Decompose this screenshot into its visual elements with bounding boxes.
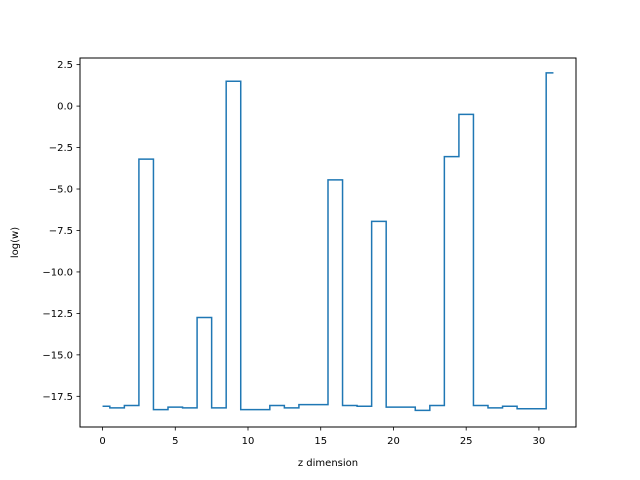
x-axis-ticks: 0 5 10 15 20 25 30 [99, 427, 545, 447]
plot-area [102, 72, 554, 412]
y-axis-ticks: 2.5 0.0 −2.5 −5.0 −7.5 −10.0 −12.5 −15.0 −17.5 [42, 60, 80, 403]
y-tick-label: −2.5 [49, 143, 73, 154]
y-tick-label: −12.5 [42, 309, 73, 320]
axes-frame [79, 57, 577, 428]
y-tick-label: 0.0 [57, 102, 73, 113]
y-tick-label: −5.0 [49, 185, 73, 196]
y-tick-label: −15.0 [42, 350, 73, 361]
y-tick-label: 2.5 [57, 60, 73, 71]
x-tick-label: 25 [460, 436, 473, 447]
x-tick-label: 20 [387, 436, 400, 447]
x-tick-label: 10 [242, 436, 255, 447]
y-tick-label: −7.5 [49, 226, 73, 237]
y-tick-label: −17.5 [42, 392, 73, 403]
x-axis-label: z dimension [298, 458, 358, 469]
x-tick-label: 5 [172, 436, 178, 447]
x-tick-label: 30 [533, 436, 546, 447]
y-axis-label: log(w) [10, 227, 21, 258]
x-tick-label: 0 [99, 436, 105, 447]
y-tick-label: −10.0 [42, 267, 73, 278]
series-line [102, 72, 554, 412]
x-tick-label: 15 [314, 436, 327, 447]
